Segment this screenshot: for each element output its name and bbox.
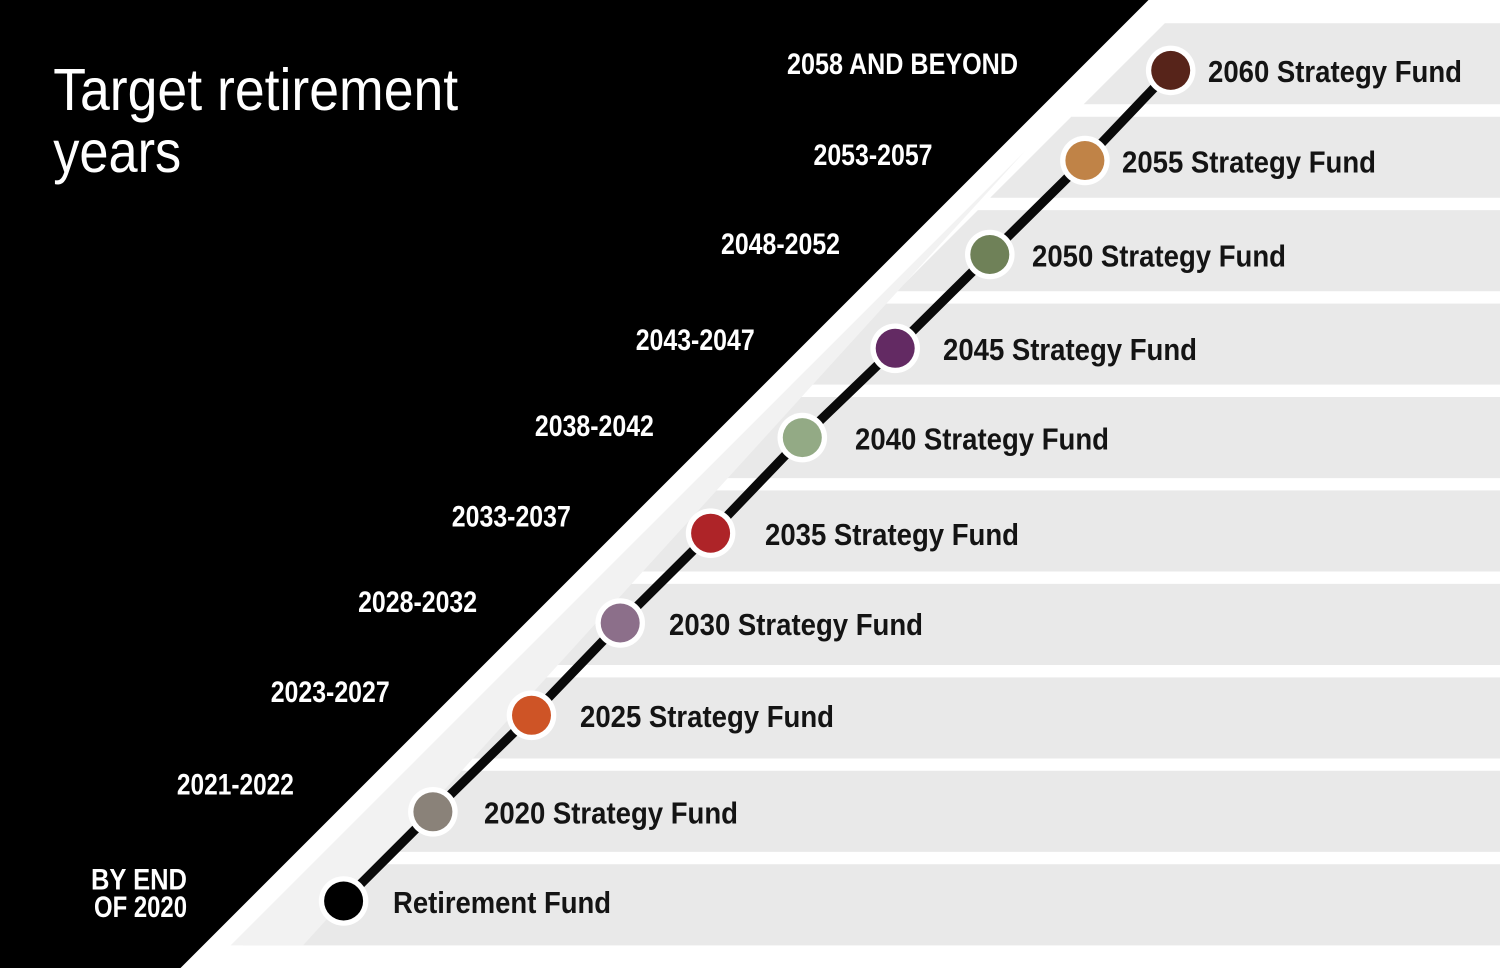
svg-text:BY END: BY END <box>91 864 187 897</box>
svg-text:2038-2042: 2038-2042 <box>535 410 654 443</box>
svg-text:2021-2022: 2021-2022 <box>177 769 294 802</box>
svg-text:2045 Strategy Fund: 2045 Strategy Fund <box>943 332 1197 367</box>
svg-text:2060 Strategy Fund: 2060 Strategy Fund <box>1208 54 1462 89</box>
svg-text:2050 Strategy Fund: 2050 Strategy Fund <box>1032 238 1286 273</box>
svg-text:2055 Strategy Fund: 2055 Strategy Fund <box>1122 144 1376 179</box>
svg-text:years: years <box>53 118 181 185</box>
svg-text:2020 Strategy Fund: 2020 Strategy Fund <box>484 796 738 831</box>
svg-text:2033-2037: 2033-2037 <box>452 500 571 533</box>
svg-text:2040 Strategy Fund: 2040 Strategy Fund <box>855 421 1109 456</box>
svg-text:2043-2047: 2043-2047 <box>636 324 755 357</box>
svg-text:2023-2027: 2023-2027 <box>271 676 390 709</box>
svg-text:2028-2032: 2028-2032 <box>358 586 477 619</box>
svg-text:Target retirement: Target retirement <box>53 56 458 123</box>
svg-text:2025 Strategy Fund: 2025 Strategy Fund <box>580 699 834 734</box>
svg-text:2035 Strategy Fund: 2035 Strategy Fund <box>765 517 1019 552</box>
svg-text:2030 Strategy Fund: 2030 Strategy Fund <box>669 607 923 642</box>
svg-text:Retirement Fund: Retirement Fund <box>393 885 611 920</box>
svg-text:2048-2052: 2048-2052 <box>721 228 840 261</box>
svg-text:2053-2057: 2053-2057 <box>814 139 933 172</box>
svg-text:2058 AND BEYOND: 2058 AND BEYOND <box>787 48 1018 81</box>
svg-text:OF 2020: OF 2020 <box>94 891 187 924</box>
